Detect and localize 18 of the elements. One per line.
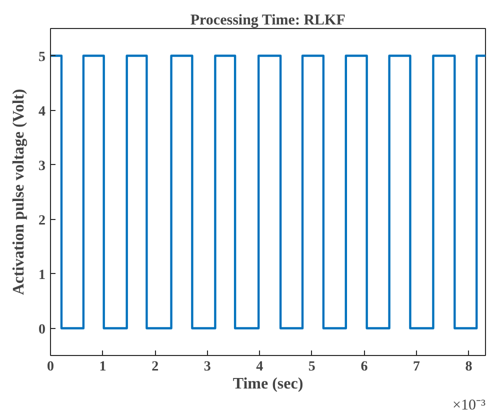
x-tick-label: 1 [99,360,106,374]
y-tick-label: 2 [38,213,46,228]
x-tick-label: 3 [204,360,211,374]
text: ×10⁻³ [452,398,486,413]
x-axis-title: Time (sec) [232,376,304,392]
y-tick-label: 3 [38,158,46,174]
x-tick-label: 8 [465,360,472,374]
x-tick-label: 4 [256,360,264,374]
x-tick-label: 7 [412,360,420,374]
y-tick-label: 5 [38,50,46,65]
y-tick-label: 0 [38,322,46,338]
y-tick-label: 1 [38,268,46,283]
chart-title: Processing Time: RLKF [190,12,346,28]
x-tick-label: 2 [152,360,159,374]
y-axis-title: Activation pulse voltage (Volt) [10,88,28,296]
y-tick-label: 4 [38,104,46,120]
x-tick-label: 6 [360,360,368,374]
x-tick-label: 5 [308,360,316,374]
